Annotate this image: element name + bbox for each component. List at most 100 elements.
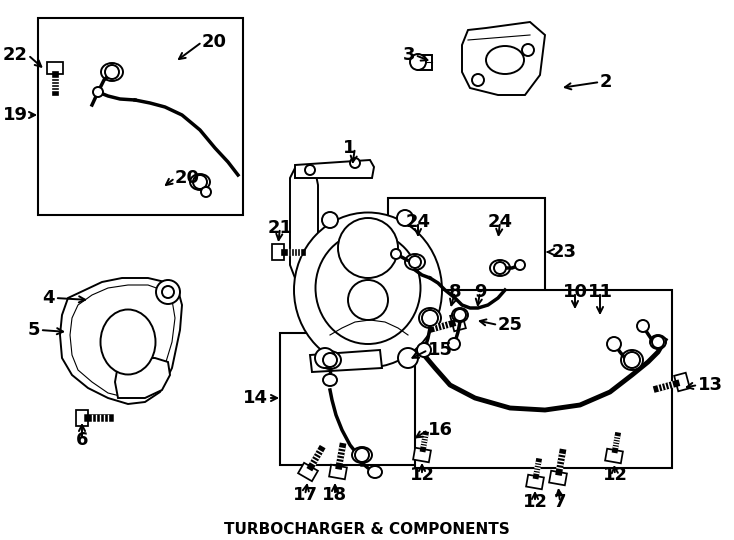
Text: 6: 6 [76, 431, 88, 449]
Ellipse shape [405, 254, 425, 270]
Text: TURBOCHARGER & COMPONENTS: TURBOCHARGER & COMPONENTS [224, 523, 510, 537]
Circle shape [348, 280, 388, 320]
Circle shape [515, 260, 525, 270]
Polygon shape [295, 160, 374, 178]
Circle shape [494, 262, 506, 274]
Text: 25: 25 [498, 316, 523, 334]
Polygon shape [549, 471, 567, 485]
Circle shape [322, 212, 338, 228]
Circle shape [156, 280, 180, 304]
Polygon shape [60, 278, 182, 404]
Bar [415, 290, 672, 468]
Bar [388, 198, 545, 310]
Text: 16: 16 [428, 421, 453, 439]
Circle shape [397, 210, 413, 226]
Ellipse shape [486, 46, 524, 74]
Text: 17: 17 [293, 486, 318, 504]
Text: 4: 4 [43, 289, 55, 307]
Circle shape [338, 218, 398, 278]
Polygon shape [462, 22, 545, 95]
Text: 12: 12 [410, 466, 435, 484]
Text: 19: 19 [3, 106, 28, 124]
Ellipse shape [352, 447, 372, 463]
Circle shape [355, 448, 369, 462]
Text: 24: 24 [487, 213, 512, 231]
Text: 2: 2 [600, 73, 612, 91]
Ellipse shape [323, 374, 337, 386]
Ellipse shape [319, 351, 341, 369]
Ellipse shape [101, 63, 123, 81]
Ellipse shape [294, 213, 442, 368]
Circle shape [201, 187, 211, 197]
Circle shape [624, 352, 640, 368]
Ellipse shape [621, 350, 643, 370]
Polygon shape [47, 62, 63, 74]
Text: 23: 23 [552, 243, 577, 261]
Text: 1: 1 [343, 139, 355, 157]
Circle shape [417, 343, 431, 357]
Text: 12: 12 [523, 493, 548, 511]
Circle shape [607, 337, 621, 351]
Circle shape [410, 54, 426, 70]
Text: 12: 12 [603, 466, 628, 484]
Text: 24: 24 [405, 213, 431, 231]
Circle shape [93, 87, 103, 97]
Circle shape [409, 256, 421, 268]
Text: 20: 20 [175, 169, 200, 187]
Circle shape [652, 336, 664, 348]
Text: 14: 14 [243, 389, 268, 407]
Circle shape [522, 44, 534, 56]
Circle shape [454, 309, 466, 321]
Ellipse shape [190, 174, 210, 190]
Circle shape [391, 249, 401, 259]
Polygon shape [605, 449, 623, 463]
Polygon shape [76, 410, 88, 426]
Circle shape [323, 353, 337, 367]
Ellipse shape [368, 466, 382, 478]
Circle shape [350, 158, 360, 168]
Polygon shape [298, 463, 318, 481]
Polygon shape [450, 313, 466, 331]
Ellipse shape [452, 308, 468, 322]
Polygon shape [674, 373, 690, 392]
Ellipse shape [419, 308, 441, 328]
Polygon shape [272, 244, 284, 260]
Circle shape [193, 175, 207, 189]
Circle shape [472, 74, 484, 86]
Circle shape [315, 348, 335, 368]
Text: 22: 22 [3, 46, 28, 64]
Text: 10: 10 [562, 283, 587, 301]
Text: 13: 13 [698, 376, 723, 394]
Polygon shape [329, 465, 347, 480]
Text: 8: 8 [448, 283, 461, 301]
Text: 11: 11 [587, 283, 612, 301]
Text: 15: 15 [428, 341, 453, 359]
Circle shape [448, 338, 460, 350]
Polygon shape [70, 285, 175, 398]
Polygon shape [290, 165, 318, 282]
Text: 21: 21 [267, 219, 293, 237]
Polygon shape [115, 358, 170, 398]
Text: 20: 20 [202, 33, 227, 51]
Circle shape [105, 65, 119, 79]
Circle shape [305, 165, 315, 175]
Ellipse shape [650, 335, 666, 349]
Bar [38, 18, 243, 215]
Text: 5: 5 [27, 321, 40, 339]
Bar [280, 333, 432, 465]
Polygon shape [310, 350, 382, 372]
Polygon shape [418, 55, 432, 70]
Circle shape [162, 286, 174, 298]
Circle shape [422, 310, 438, 326]
Text: 3: 3 [402, 46, 415, 64]
Ellipse shape [316, 232, 421, 344]
Text: 18: 18 [322, 486, 348, 504]
Text: 7: 7 [553, 493, 566, 511]
Polygon shape [413, 448, 431, 462]
Circle shape [637, 320, 649, 332]
Ellipse shape [101, 309, 156, 375]
Ellipse shape [490, 260, 510, 276]
Circle shape [398, 348, 418, 368]
Polygon shape [526, 475, 544, 489]
Text: 9: 9 [473, 283, 486, 301]
